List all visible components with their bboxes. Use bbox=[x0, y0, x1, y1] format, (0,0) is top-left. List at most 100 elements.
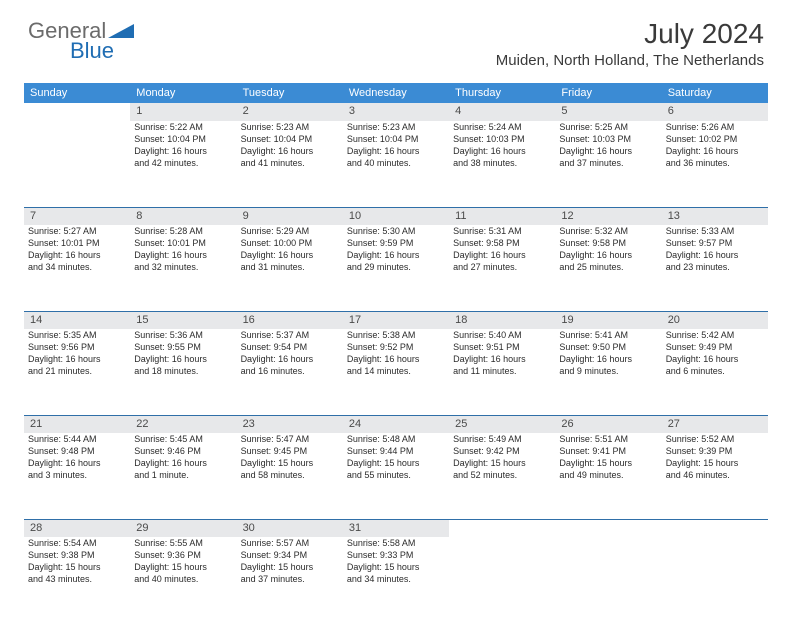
detail-line: Daylight: 15 hours bbox=[241, 457, 339, 469]
detail-line: Sunset: 9:54 PM bbox=[241, 341, 339, 353]
detail-line: Daylight: 16 hours bbox=[134, 457, 232, 469]
detail-line: Sunrise: 5:26 AM bbox=[666, 121, 764, 133]
weekday-header: Monday bbox=[130, 83, 236, 103]
detail-line: Daylight: 16 hours bbox=[28, 249, 126, 261]
day-details: Sunrise: 5:57 AMSunset: 9:34 PMDaylight:… bbox=[241, 537, 339, 586]
day-cell: Sunrise: 5:49 AMSunset: 9:42 PMDaylight:… bbox=[449, 433, 555, 519]
day-number: 2 bbox=[237, 103, 343, 121]
day-details: Sunrise: 5:26 AMSunset: 10:02 PMDaylight… bbox=[666, 121, 764, 170]
detail-line: Sunset: 9:34 PM bbox=[241, 549, 339, 561]
detail-line: Sunset: 9:57 PM bbox=[666, 237, 764, 249]
day-number: 13 bbox=[662, 207, 768, 225]
weekday-header: Thursday bbox=[449, 83, 555, 103]
day-number: 31 bbox=[343, 519, 449, 537]
detail-line: Sunset: 10:04 PM bbox=[241, 133, 339, 145]
detail-line: Daylight: 16 hours bbox=[347, 353, 445, 365]
day-details: Sunrise: 5:40 AMSunset: 9:51 PMDaylight:… bbox=[453, 329, 551, 378]
detail-line: Daylight: 15 hours bbox=[241, 561, 339, 573]
detail-line: Daylight: 16 hours bbox=[134, 145, 232, 157]
day-number: 26 bbox=[555, 415, 661, 433]
detail-line: Sunset: 9:33 PM bbox=[347, 549, 445, 561]
detail-line: and 31 minutes. bbox=[241, 261, 339, 273]
day-details: Sunrise: 5:30 AMSunset: 9:59 PMDaylight:… bbox=[347, 225, 445, 274]
detail-line: and 40 minutes. bbox=[347, 157, 445, 169]
detail-line: Sunset: 10:04 PM bbox=[134, 133, 232, 145]
day-cell: Sunrise: 5:28 AMSunset: 10:01 PMDaylight… bbox=[130, 225, 236, 311]
day-cell: Sunrise: 5:23 AMSunset: 10:04 PMDaylight… bbox=[343, 121, 449, 207]
day-details: Sunrise: 5:36 AMSunset: 9:55 PMDaylight:… bbox=[134, 329, 232, 378]
detail-line: and 34 minutes. bbox=[28, 261, 126, 273]
detail-line: and 9 minutes. bbox=[559, 365, 657, 377]
detail-line: Daylight: 16 hours bbox=[559, 145, 657, 157]
day-cell: Sunrise: 5:30 AMSunset: 9:59 PMDaylight:… bbox=[343, 225, 449, 311]
detail-line: Daylight: 16 hours bbox=[347, 249, 445, 261]
day-number bbox=[24, 103, 130, 121]
day-details: Sunrise: 5:42 AMSunset: 9:49 PMDaylight:… bbox=[666, 329, 764, 378]
day-number: 10 bbox=[343, 207, 449, 225]
detail-line: Daylight: 16 hours bbox=[666, 353, 764, 365]
detail-line: Sunrise: 5:31 AM bbox=[453, 225, 551, 237]
day-number: 28 bbox=[24, 519, 130, 537]
day-details: Sunrise: 5:54 AMSunset: 9:38 PMDaylight:… bbox=[28, 537, 126, 586]
title-block: July 2024 Muiden, North Holland, The Net… bbox=[496, 18, 764, 69]
detail-line: Sunset: 9:52 PM bbox=[347, 341, 445, 353]
detail-line: Sunrise: 5:49 AM bbox=[453, 433, 551, 445]
detail-line: and 58 minutes. bbox=[241, 469, 339, 481]
detail-line: Daylight: 16 hours bbox=[241, 353, 339, 365]
day-cell: Sunrise: 5:55 AMSunset: 9:36 PMDaylight:… bbox=[130, 537, 236, 623]
detail-line: Sunrise: 5:57 AM bbox=[241, 537, 339, 549]
detail-line: and 25 minutes. bbox=[559, 261, 657, 273]
day-details: Sunrise: 5:29 AMSunset: 10:00 PMDaylight… bbox=[241, 225, 339, 274]
day-details: Sunrise: 5:23 AMSunset: 10:04 PMDaylight… bbox=[347, 121, 445, 170]
day-cell: Sunrise: 5:47 AMSunset: 9:45 PMDaylight:… bbox=[237, 433, 343, 519]
detail-line: and 42 minutes. bbox=[134, 157, 232, 169]
day-details: Sunrise: 5:28 AMSunset: 10:01 PMDaylight… bbox=[134, 225, 232, 274]
detail-line: and 40 minutes. bbox=[134, 573, 232, 585]
detail-line: Daylight: 15 hours bbox=[559, 457, 657, 469]
day-number: 5 bbox=[555, 103, 661, 121]
detail-line: Daylight: 15 hours bbox=[347, 457, 445, 469]
week-row: Sunrise: 5:54 AMSunset: 9:38 PMDaylight:… bbox=[24, 537, 768, 623]
day-details: Sunrise: 5:51 AMSunset: 9:41 PMDaylight:… bbox=[559, 433, 657, 482]
day-details: Sunrise: 5:38 AMSunset: 9:52 PMDaylight:… bbox=[347, 329, 445, 378]
detail-line: and 3 minutes. bbox=[28, 469, 126, 481]
day-cell: Sunrise: 5:33 AMSunset: 9:57 PMDaylight:… bbox=[662, 225, 768, 311]
detail-line: Sunset: 10:04 PM bbox=[347, 133, 445, 145]
day-cell: Sunrise: 5:23 AMSunset: 10:04 PMDaylight… bbox=[237, 121, 343, 207]
detail-line: Daylight: 15 hours bbox=[28, 561, 126, 573]
day-number: 4 bbox=[449, 103, 555, 121]
week-row: Sunrise: 5:27 AMSunset: 10:01 PMDaylight… bbox=[24, 225, 768, 311]
day-cell: Sunrise: 5:22 AMSunset: 10:04 PMDaylight… bbox=[130, 121, 236, 207]
detail-line: Daylight: 16 hours bbox=[559, 249, 657, 261]
detail-line: Sunset: 9:55 PM bbox=[134, 341, 232, 353]
day-cell: Sunrise: 5:29 AMSunset: 10:00 PMDaylight… bbox=[237, 225, 343, 311]
day-details: Sunrise: 5:32 AMSunset: 9:58 PMDaylight:… bbox=[559, 225, 657, 274]
day-cell: Sunrise: 5:52 AMSunset: 9:39 PMDaylight:… bbox=[662, 433, 768, 519]
daynum-row: 14151617181920 bbox=[24, 311, 768, 329]
detail-line: Sunset: 9:45 PM bbox=[241, 445, 339, 457]
detail-line: Sunset: 9:51 PM bbox=[453, 341, 551, 353]
detail-line: and 52 minutes. bbox=[453, 469, 551, 481]
detail-line: and 43 minutes. bbox=[28, 573, 126, 585]
day-cell: Sunrise: 5:38 AMSunset: 9:52 PMDaylight:… bbox=[343, 329, 449, 415]
day-details: Sunrise: 5:25 AMSunset: 10:03 PMDaylight… bbox=[559, 121, 657, 170]
weekday-header: Sunday bbox=[24, 83, 130, 103]
detail-line: Sunrise: 5:22 AM bbox=[134, 121, 232, 133]
weekday-header: Saturday bbox=[662, 83, 768, 103]
day-cell: Sunrise: 5:32 AMSunset: 9:58 PMDaylight:… bbox=[555, 225, 661, 311]
detail-line: Daylight: 16 hours bbox=[28, 457, 126, 469]
day-cell: Sunrise: 5:51 AMSunset: 9:41 PMDaylight:… bbox=[555, 433, 661, 519]
detail-line: Daylight: 15 hours bbox=[347, 561, 445, 573]
day-cell: Sunrise: 5:37 AMSunset: 9:54 PMDaylight:… bbox=[237, 329, 343, 415]
detail-line: Daylight: 16 hours bbox=[453, 353, 551, 365]
detail-line: Sunrise: 5:54 AM bbox=[28, 537, 126, 549]
day-cell: Sunrise: 5:48 AMSunset: 9:44 PMDaylight:… bbox=[343, 433, 449, 519]
month-title: July 2024 bbox=[496, 18, 764, 50]
detail-line: Sunrise: 5:30 AM bbox=[347, 225, 445, 237]
detail-line: Sunrise: 5:44 AM bbox=[28, 433, 126, 445]
detail-line: Daylight: 15 hours bbox=[134, 561, 232, 573]
day-cell: Sunrise: 5:26 AMSunset: 10:02 PMDaylight… bbox=[662, 121, 768, 207]
day-number: 11 bbox=[449, 207, 555, 225]
detail-line: Sunrise: 5:36 AM bbox=[134, 329, 232, 341]
detail-line: Sunset: 9:36 PM bbox=[134, 549, 232, 561]
